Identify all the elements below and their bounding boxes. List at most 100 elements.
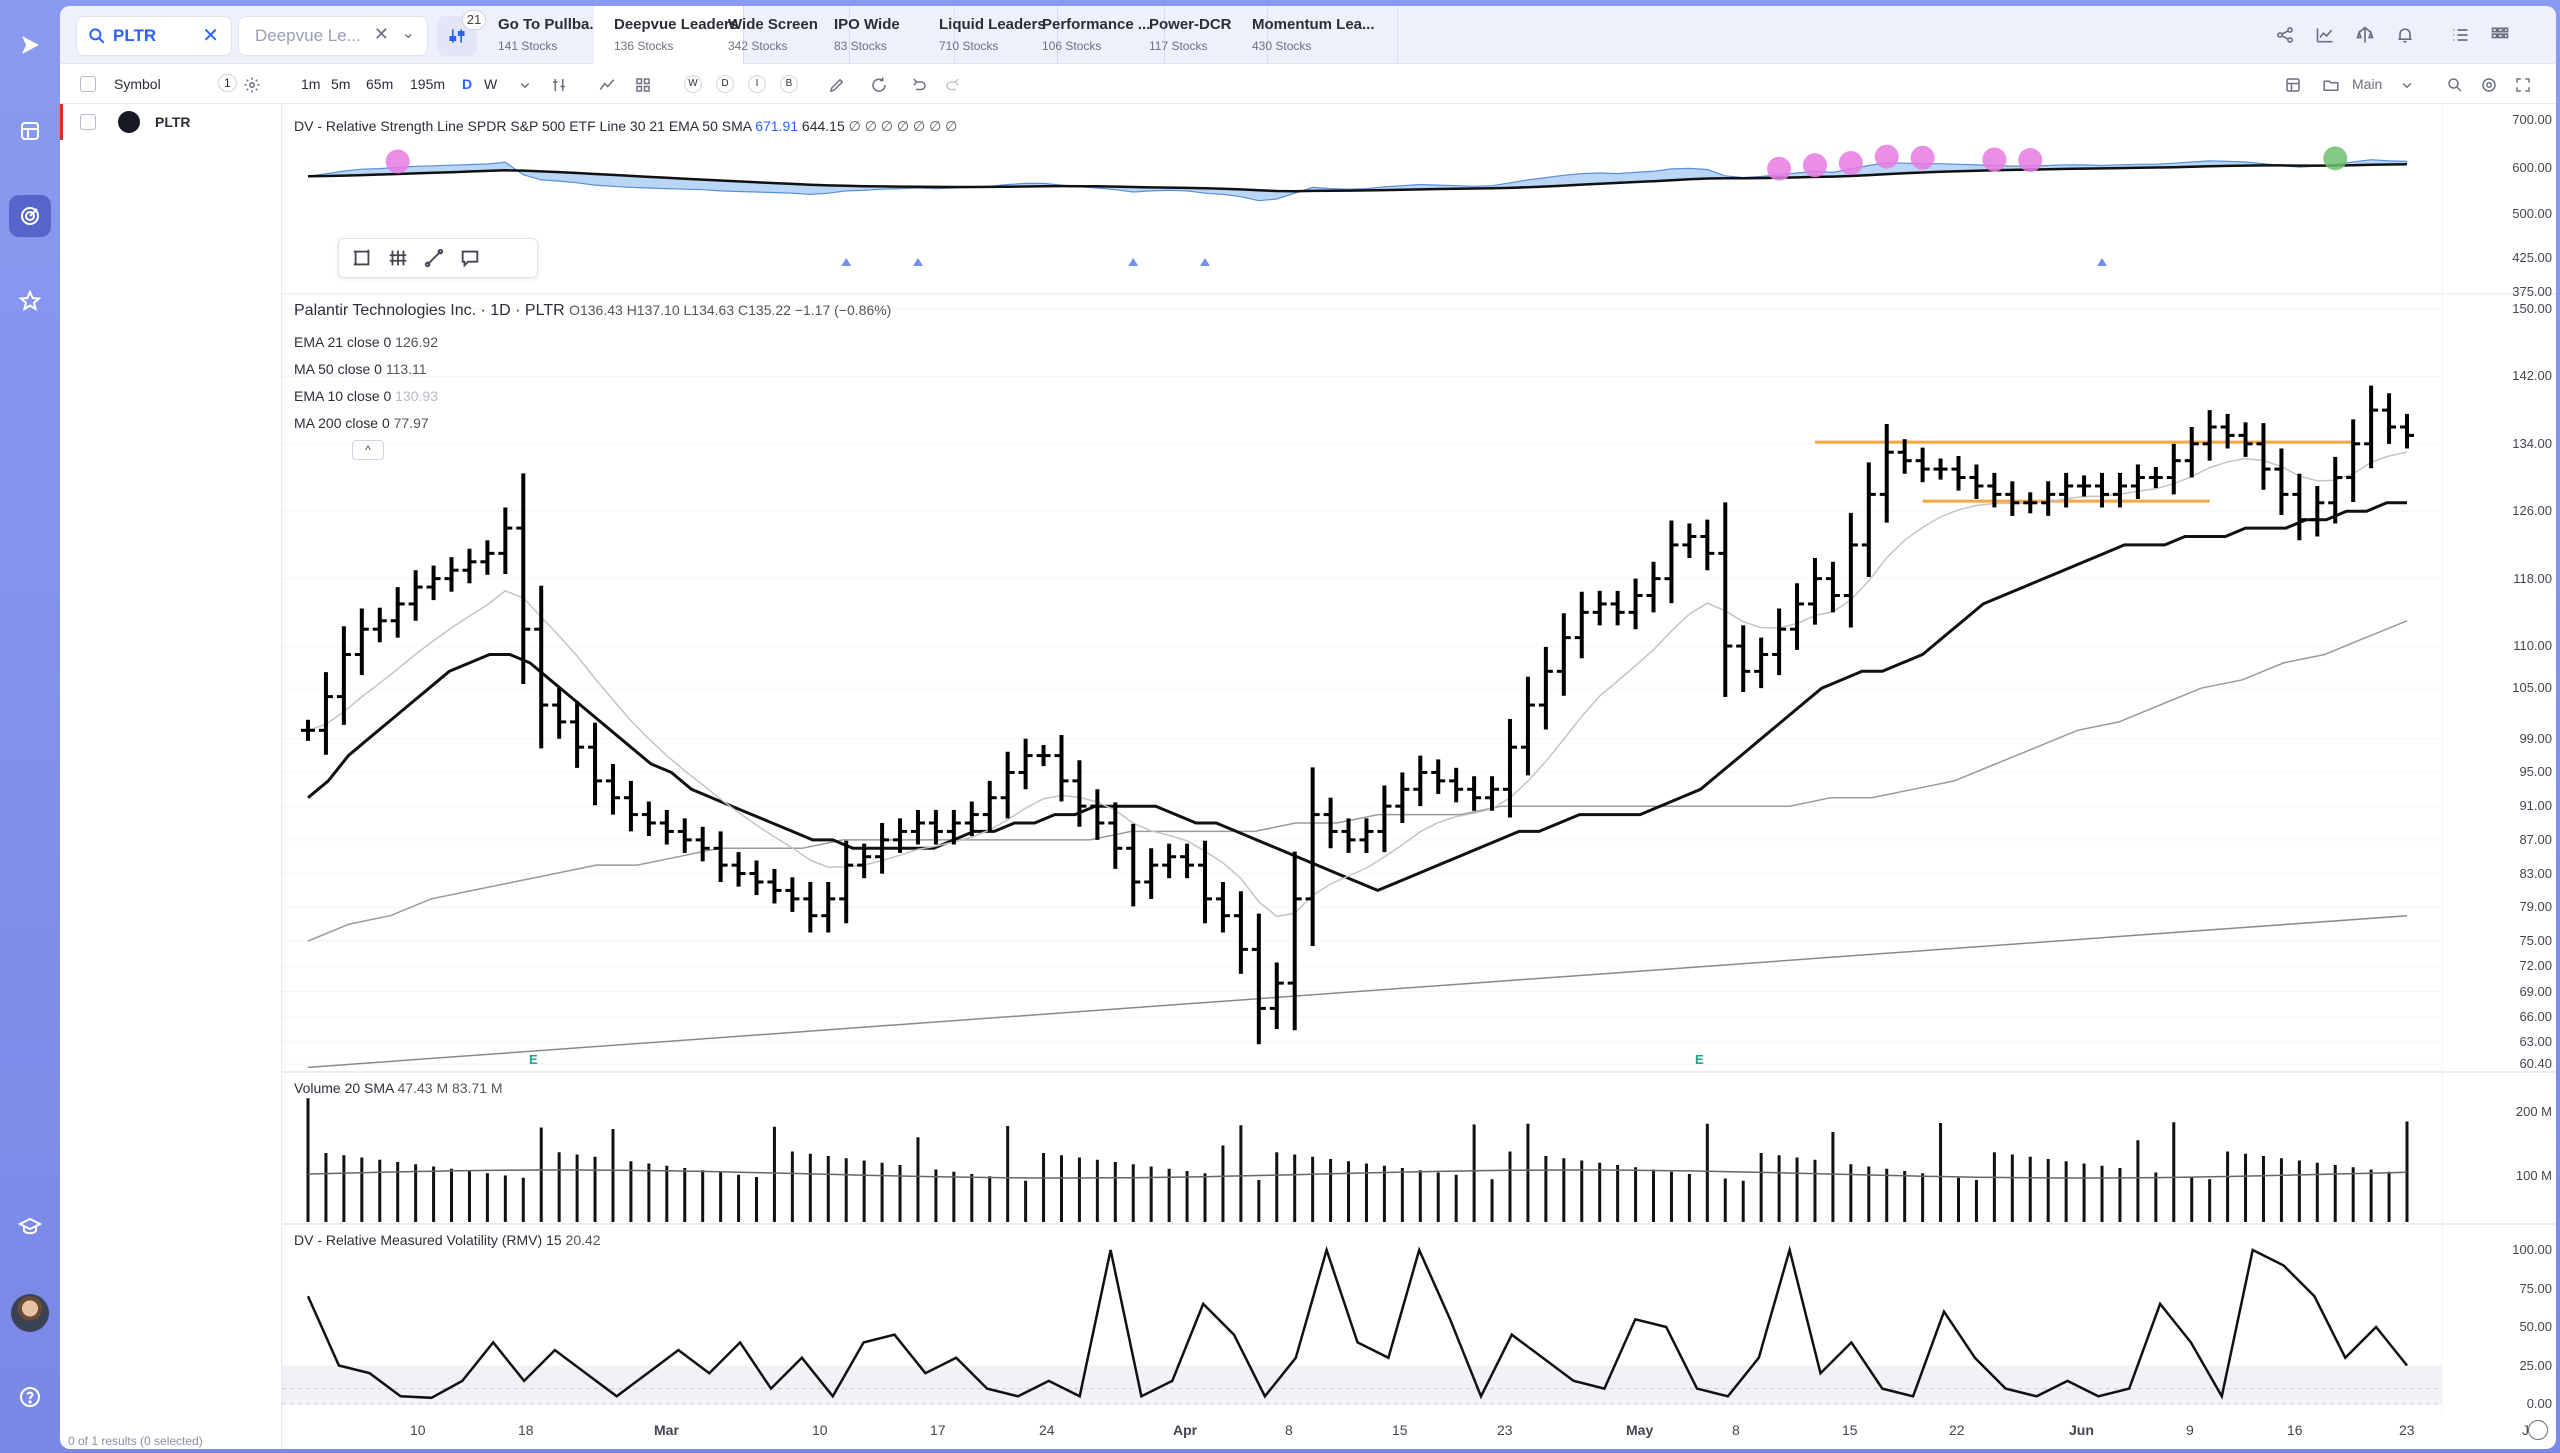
alert-bell-icon[interactable] <box>2390 20 2420 50</box>
chart-mode-W[interactable]: W <box>684 75 702 93</box>
chart-mode-I[interactable]: I <box>748 75 766 93</box>
rs-legend[interactable]: DV - Relative Strength Line SPDR S&P 500… <box>294 118 957 135</box>
interval-65m[interactable]: 65m <box>366 76 394 92</box>
draw-pen-icon[interactable] <box>828 64 846 104</box>
tab-6[interactable]: Power-DCR 117 Stocks <box>1129 6 1268 64</box>
tab-0[interactable]: Go To Pullba... 141 Stocks <box>478 6 630 64</box>
undo-icon[interactable] <box>910 64 928 104</box>
watchlist-select-label: Deepvue Le... <box>255 26 361 45</box>
star-icon[interactable] <box>9 280 51 322</box>
chevron-down-icon[interactable]: ⌄ <box>401 25 415 42</box>
layout-grid-icon[interactable] <box>634 64 652 104</box>
price-legend[interactable]: Palantir Technologies Inc. · 1D · PLTR O… <box>294 302 891 320</box>
interval-1m[interactable]: 1m <box>301 76 321 92</box>
tab-4[interactable]: Liquid Leaders 710 Stocks <box>919 6 1058 64</box>
price-ohlc: O136.43 H137.10 L134.63 C135.22 −1.17 (−… <box>569 302 892 318</box>
tab-subtitle: 83 Stocks <box>834 39 887 53</box>
ohlc-bar <box>1969 464 1984 500</box>
line-style-icon[interactable] <box>598 64 616 104</box>
row-checkbox[interactable] <box>80 114 96 130</box>
symbol-search[interactable]: PLTR ✕ <box>76 16 232 56</box>
chart-settings-icon[interactable] <box>2480 64 2498 104</box>
layout-select[interactable]: Main <box>2352 76 2383 92</box>
ma50-line <box>307 620 2408 942</box>
settings-gear-icon[interactable] <box>243 64 261 104</box>
ohlc-bar <box>677 818 692 853</box>
ohlc-bar <box>2005 481 2020 516</box>
interval-5m[interactable]: 5m <box>331 76 351 92</box>
ohlc-bar <box>1538 646 1553 730</box>
chart-canvas[interactable] <box>282 104 2556 1449</box>
chart-area[interactable]: DV - Relative Strength Line SPDR S&P 500… <box>282 104 2556 1449</box>
ma-legend[interactable]: MA 50 close 0 113.11 <box>294 361 427 377</box>
watchlist-icon[interactable] <box>9 110 51 152</box>
scale-icon[interactable] <box>2350 20 2380 50</box>
watchlist-row[interactable]: PLTR <box>60 104 282 140</box>
clear-watchlist-icon[interactable]: ✕ <box>373 24 389 44</box>
tab-1[interactable]: Deepvue Leaders 136 Stocks <box>594 6 744 64</box>
time-axis-label: 16 <box>2287 1422 2303 1438</box>
tab-subtitle: 117 Stocks <box>1149 39 1208 53</box>
timezone-settings-icon[interactable] <box>2528 1420 2548 1440</box>
rs-marker <box>912 258 923 266</box>
watchlist-select[interactable]: Deepvue Le... ✕ ⌄ <box>238 16 428 56</box>
interval-195m[interactable]: 195m <box>410 76 446 92</box>
chart-mode-D[interactable]: D <box>716 75 734 93</box>
note-tool-icon[interactable] <box>459 247 481 269</box>
layout-chevron-icon[interactable] <box>2398 64 2416 104</box>
earnings-flag[interactable]: E <box>1695 1052 1704 1067</box>
deepvue-logo-icon[interactable] <box>9 24 51 66</box>
learn-icon[interactable] <box>9 1206 51 1248</box>
rmv-axis-label: 25.00 <box>2519 1358 2552 1373</box>
ohlc-bar <box>301 719 315 741</box>
price-axis-label: 134.00 <box>2512 436 2552 451</box>
ohlc-bar <box>2023 492 2038 514</box>
trendline-tool-icon[interactable] <box>423 247 445 269</box>
rmv-legend[interactable]: DV - Relative Measured Volatility (RMV) … <box>294 1232 601 1248</box>
tab-3[interactable]: IPO Wide 83 Stocks <box>814 6 955 64</box>
fullscreen-icon[interactable] <box>2514 64 2532 104</box>
ohlc-bar <box>1287 851 1302 1031</box>
compare-icon[interactable] <box>550 64 568 104</box>
user-avatar[interactable] <box>11 1294 49 1332</box>
grid-view-icon[interactable] <box>2485 20 2515 50</box>
ma-legend[interactable]: EMA 21 close 0 126.92 <box>294 334 438 350</box>
ma-legend[interactable]: MA 200 close 0 77.97 <box>294 415 429 431</box>
refresh-icon[interactable] <box>870 64 888 104</box>
rs-new-high-dot <box>2323 146 2348 171</box>
ohlc-bar <box>1054 734 1069 802</box>
time-axis-label: Mar <box>654 1422 679 1438</box>
tab-2[interactable]: Wide Screen 342 Stocks <box>708 6 850 64</box>
symbol-column-header[interactable]: Symbol <box>114 76 161 92</box>
collapse-legend-button[interactable]: ^ <box>352 440 384 460</box>
ohlc-bar <box>1915 447 1930 483</box>
rs-axis-label: 375.00 <box>2512 284 2552 299</box>
ohlc-bar <box>1646 561 1661 613</box>
clear-search-icon[interactable]: ✕ <box>202 25 219 47</box>
chart-mode-B[interactable]: B <box>780 75 798 93</box>
earnings-flag[interactable]: E <box>529 1052 538 1067</box>
price-axis-label: 87.00 <box>2519 832 2552 847</box>
layout-template-icon[interactable] <box>2284 64 2302 104</box>
ohlc-bar <box>1431 759 1446 794</box>
volume-legend[interactable]: Volume 20 SMA 47.43 M 83.71 M <box>294 1080 503 1096</box>
zoom-search-icon[interactable] <box>2446 64 2464 104</box>
ma-legend[interactable]: EMA 10 close 0 130.93 <box>294 388 438 404</box>
select-all-checkbox[interactable] <box>80 76 96 92</box>
interval-D[interactable]: D <box>462 76 473 92</box>
list-view-icon[interactable] <box>2445 20 2475 50</box>
interval-menu-chevron-icon[interactable] <box>516 64 534 104</box>
indicators-icon[interactable] <box>2310 20 2340 50</box>
tab-7[interactable]: Momentum Lea... 430 Stocks <box>1232 6 1398 64</box>
search-input[interactable]: PLTR <box>113 26 157 45</box>
tab-5[interactable]: Performance ... 106 Stocks <box>1022 6 1165 64</box>
time-axis-label: J <box>2522 1422 2529 1438</box>
interval-W[interactable]: W <box>484 76 498 92</box>
redo-icon[interactable] <box>944 64 962 104</box>
radar-icon[interactable] <box>9 195 51 237</box>
fib-tool-icon[interactable] <box>387 247 409 269</box>
rectangle-tool-icon[interactable] <box>351 247 373 269</box>
share-icon[interactable] <box>2270 20 2300 50</box>
help-icon[interactable] <box>9 1376 51 1418</box>
folder-icon[interactable] <box>2322 64 2340 104</box>
